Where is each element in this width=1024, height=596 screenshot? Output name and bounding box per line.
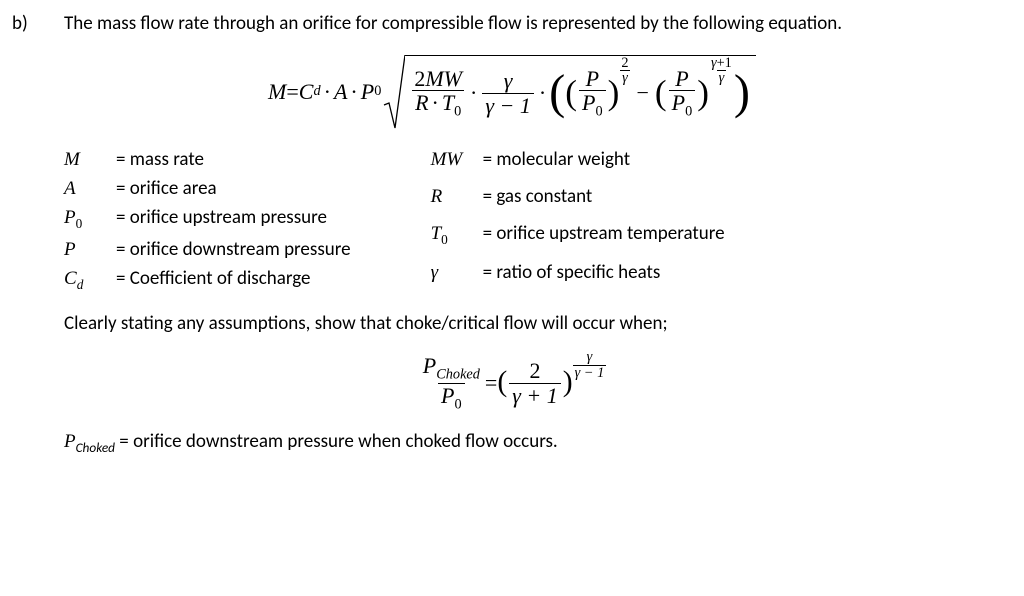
page: b) The mass flow rate through an orifice… bbox=[0, 0, 1024, 468]
T0-0: 0 bbox=[454, 103, 461, 119]
frac-P-P0-a: P P0 bbox=[579, 67, 606, 119]
surd-icon bbox=[383, 55, 405, 129]
var-col-right: MW = molecular weight R = gas constant T0 =… bbox=[431, 145, 725, 296]
MW: MW bbox=[425, 66, 462, 91]
paren-L2: ( bbox=[565, 79, 577, 107]
exp-2-g: 2 γ bbox=[619, 56, 630, 86]
vd-P0: = orifice upstream pressure bbox=[116, 203, 351, 234]
sym-eq: = bbox=[286, 79, 298, 105]
Pc-sub: Choked bbox=[436, 367, 480, 383]
P-b: P bbox=[672, 67, 691, 90]
P0P-b: P bbox=[672, 90, 685, 115]
paren-R1: ) bbox=[734, 74, 750, 113]
paren-L4: ( bbox=[497, 371, 507, 395]
dot-3: · bbox=[432, 90, 439, 115]
sym-P0-P: P bbox=[361, 79, 374, 105]
vd-MW: = molecular weight bbox=[483, 145, 725, 182]
sym-M: M bbox=[268, 79, 286, 105]
variable-list: M = mass rate A = orifice area P0 = orifice… bbox=[64, 145, 1012, 296]
vd-A: = orifice area bbox=[116, 174, 351, 203]
Pc-P: P bbox=[423, 353, 436, 378]
choked-equation: PChoked P0 = ( 2 γ + 1 ) γ γ − 1 bbox=[12, 354, 1012, 412]
two: 2 bbox=[414, 66, 425, 91]
vs-Cd: Cd bbox=[64, 264, 104, 295]
vd-g: = ratio of specific heats bbox=[483, 258, 725, 295]
frac-pchoked-p0: PChoked P0 bbox=[420, 354, 483, 412]
gamma-d: γ bbox=[717, 70, 727, 85]
vs-P: P bbox=[64, 235, 104, 264]
bottom-text: PChoked = orifice downstream pressure wh… bbox=[64, 428, 1012, 458]
sym-Cd-d: d bbox=[313, 83, 320, 100]
sym-A: A bbox=[334, 79, 347, 105]
P-a: P bbox=[583, 67, 602, 90]
bt-P: P bbox=[64, 431, 76, 452]
gamma-1: γ bbox=[501, 69, 516, 92]
minus-1: − bbox=[637, 80, 649, 106]
choked-equation-inner: PChoked P0 = ( 2 γ + 1 ) γ γ − 1 bbox=[418, 354, 606, 412]
vs-M: M bbox=[64, 145, 104, 174]
paren-R3: ) bbox=[697, 79, 709, 107]
radical: 2MW R·T0 · γ γ − 1 · ( ( P P0 bbox=[383, 55, 756, 129]
T: T bbox=[442, 90, 454, 115]
sym-eq-2: = bbox=[485, 370, 497, 396]
vs-MW: MW bbox=[431, 145, 471, 182]
dot-2: · bbox=[350, 79, 357, 105]
main-equation-inner: M = Cd · A · P0 2MW R·T0 · bbox=[268, 55, 756, 129]
P00-c: 0 bbox=[455, 396, 462, 412]
bt-sub: Choked bbox=[76, 439, 115, 456]
P00-a: 0 bbox=[595, 103, 602, 119]
frac-P-P0-b: P P0 bbox=[669, 67, 696, 119]
gm1-e: γ − 1 bbox=[573, 365, 607, 380]
paren-R4: ) bbox=[563, 371, 573, 395]
mid-text: Clearly stating any assumptions, show th… bbox=[64, 310, 1012, 339]
part-label: b) bbox=[12, 10, 64, 39]
vd-P: = orifice downstream pressure bbox=[116, 235, 351, 264]
sym-Cd-C: C bbox=[299, 79, 314, 105]
sym-P0-0: 0 bbox=[374, 83, 381, 100]
dot-1: · bbox=[324, 79, 331, 105]
vs-R: R bbox=[431, 182, 471, 219]
frac-g-gm1: γ γ − 1 bbox=[482, 69, 534, 116]
dot-5: · bbox=[539, 80, 546, 106]
frac-2-gp1: 2 γ + 1 bbox=[509, 359, 561, 406]
vs-T0: T0 bbox=[431, 219, 471, 258]
vs-g: γ bbox=[431, 258, 471, 295]
var-col-left: M = mass rate A = orifice area P0 = orifice… bbox=[64, 145, 351, 296]
gp1-c: γ + 1 bbox=[509, 383, 561, 407]
main-equation: M = Cd · A · P0 2MW R·T0 · bbox=[12, 55, 1012, 129]
exp-g-gm1: γ γ − 1 bbox=[573, 350, 607, 380]
P0P-c: P bbox=[441, 383, 454, 408]
vd-Cd: = Coefficient of discharge bbox=[116, 264, 351, 295]
vs-P0: P0 bbox=[64, 203, 104, 234]
gamma-e: γ bbox=[585, 350, 595, 364]
gamma-b: γ bbox=[620, 70, 630, 85]
paren-R2: ) bbox=[608, 79, 620, 107]
P0P-a: P bbox=[582, 90, 595, 115]
intro-text: The mass flow rate through an orifice fo… bbox=[64, 10, 842, 39]
P00-b: 0 bbox=[685, 103, 692, 119]
dot-4: · bbox=[470, 80, 477, 106]
intro-row: b) The mass flow rate through an orifice… bbox=[12, 10, 1012, 39]
vd-T0: = orifice upstream temperature bbox=[483, 219, 725, 258]
radicand: 2MW R·T0 · γ γ − 1 · ( ( P P0 bbox=[405, 55, 756, 129]
R: R bbox=[415, 90, 428, 115]
paren-L3: ( bbox=[655, 79, 667, 107]
vs-A: A bbox=[64, 174, 104, 203]
paren-L1: ( bbox=[549, 74, 565, 113]
exp-gp1-g: γ+1 γ bbox=[709, 56, 734, 86]
vd-R: = gas constant bbox=[483, 182, 725, 219]
gm1-1: γ − 1 bbox=[482, 93, 534, 117]
bt-post: = orifice downstream pressure when choke… bbox=[115, 430, 558, 453]
frac-2MW-RT0: 2MW R·T0 bbox=[411, 67, 465, 119]
two-b: 2 bbox=[619, 56, 630, 70]
two-c: 2 bbox=[526, 359, 543, 382]
vd-M: = mass rate bbox=[116, 145, 351, 174]
